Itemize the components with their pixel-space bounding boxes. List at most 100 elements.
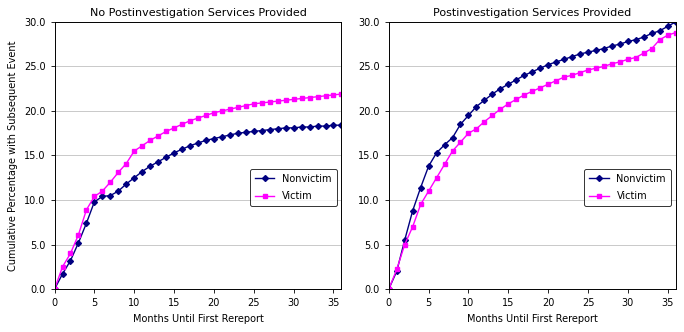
Victim [265,100,274,104]
Nonvictim [218,135,226,139]
Nonvictim [616,42,624,46]
Nonvictim [114,189,122,193]
Nonvictim [408,209,417,213]
Nonvictim [544,63,552,67]
Nonvictim [258,128,266,132]
Nonvictim [202,138,210,142]
Nonvictim [536,66,544,70]
Victim [138,144,146,148]
Nonvictim [464,114,473,118]
Nonvictim [98,195,107,199]
Victim [298,97,306,101]
Nonvictim [274,127,282,131]
X-axis label: Months Until First Rereport: Months Until First Rereport [466,314,598,324]
Nonvictim [82,221,90,225]
Nonvictim [138,170,146,174]
Nonvictim [417,186,425,190]
Victim [552,79,560,83]
Victim [528,89,536,93]
Nonvictim [51,287,59,291]
Nonvictim [330,123,338,127]
Victim [512,97,521,101]
Nonvictim [425,164,433,168]
Victim [194,116,202,120]
Victim [210,111,218,115]
Victim [536,86,544,90]
Nonvictim [632,38,640,42]
Nonvictim [432,151,440,155]
Victim [234,105,242,109]
Victim [449,149,457,153]
Victim [592,66,600,70]
Victim [440,162,449,166]
Victim [337,92,345,96]
Nonvictim [592,48,600,52]
Nonvictim [520,73,528,77]
Nonvictim [313,124,321,128]
X-axis label: Months Until First Rereport: Months Until First Rereport [133,314,263,324]
Legend: Nonvictim, Victim: Nonvictim, Victim [250,169,337,206]
Victim [464,131,473,135]
Victim [393,268,401,272]
Victim [258,101,266,105]
Nonvictim [663,24,672,28]
Victim [146,138,155,142]
Legend: Nonvictim, Victim: Nonvictim, Victim [584,169,671,206]
Victim [425,189,433,193]
Victim [640,51,648,55]
Nonvictim [640,35,648,39]
Nonvictim [568,55,576,59]
Victim [114,170,122,174]
Nonvictim [473,105,481,109]
Nonvictim [504,82,512,86]
Nonvictim [384,287,393,291]
Victim [568,73,576,77]
Victim [401,243,409,247]
Victim [632,55,640,59]
Nonvictim [162,155,170,159]
Victim [608,62,616,66]
Nonvictim [170,151,179,155]
Line: Nonvictim: Nonvictim [53,123,343,291]
Victim [218,109,226,113]
Victim [648,46,656,50]
Nonvictim [210,136,218,140]
Victim [75,233,83,237]
Nonvictim [106,194,114,198]
Victim [544,82,552,86]
Victim [226,107,234,111]
Victim [560,75,568,79]
Nonvictim [648,32,656,36]
Nonvictim [552,60,560,64]
Nonvictim [282,126,290,130]
Victim [488,114,497,118]
Nonvictim [186,144,194,148]
Nonvictim [250,129,258,133]
Nonvictim [440,143,449,147]
Nonvictim [449,136,457,140]
Nonvictim [241,130,250,134]
Victim [90,195,98,199]
Victim [202,114,210,118]
Nonvictim [321,124,330,128]
Victim [66,251,75,255]
Nonvictim [600,46,608,50]
Victim [162,129,170,133]
Victim [496,107,504,111]
Line: Victim: Victim [53,92,343,291]
Victim [504,102,512,106]
Nonvictim [154,160,162,164]
Victim [672,31,680,35]
Victim [82,208,90,212]
Victim [170,126,179,130]
Victim [473,127,481,131]
Nonvictim [146,164,155,168]
Title: Postinvestigation Services Provided: Postinvestigation Services Provided [433,8,631,18]
Victim [656,38,664,42]
Nonvictim [393,269,401,273]
Victim [624,57,632,61]
Nonvictim [656,29,664,33]
Nonvictim [512,78,521,82]
Nonvictim [608,44,616,48]
Victim [106,180,114,184]
